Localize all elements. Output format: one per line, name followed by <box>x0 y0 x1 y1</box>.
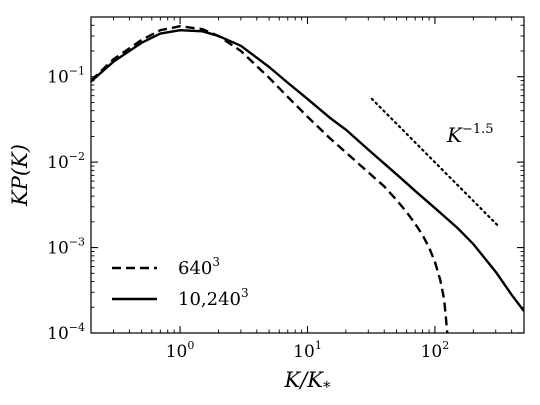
reference-slope-label: K−1.5 <box>446 122 494 147</box>
axes-layer: K−1.5 100 101 102 10−4 10−3 10−2 10−1 K/K* KP(K) 6… <box>8 16 525 396</box>
x-tick-label: 101 <box>293 339 322 362</box>
y-tick-label: 10−3 <box>47 236 85 259</box>
legend-label: 10,2403 <box>178 286 249 310</box>
series-line-solid-10240 <box>91 29 524 312</box>
legend-label: 6403 <box>178 255 220 279</box>
axes-frame <box>90 16 525 334</box>
x-tick-label: 102 <box>421 339 450 362</box>
x-tick-label: 100 <box>166 339 195 362</box>
y-axis-label: KP(K) <box>8 144 32 207</box>
series-line-dashed-640 <box>91 25 449 333</box>
data-area <box>91 25 524 333</box>
x-axis-label: K/K* <box>284 368 331 396</box>
y-tick-label: 10−2 <box>47 150 85 173</box>
plot-layer <box>91 25 524 333</box>
y-tick-label: 10−1 <box>47 65 85 88</box>
y-tick-label: 10−4 <box>47 321 85 344</box>
reference-slope-line <box>370 97 501 229</box>
